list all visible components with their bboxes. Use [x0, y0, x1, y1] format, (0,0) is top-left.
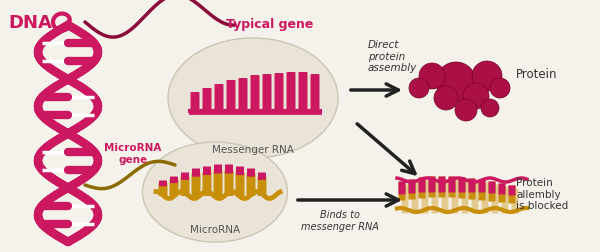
FancyBboxPatch shape: [419, 177, 425, 193]
FancyBboxPatch shape: [181, 173, 189, 180]
Ellipse shape: [143, 142, 287, 242]
FancyBboxPatch shape: [442, 179, 449, 213]
FancyBboxPatch shape: [509, 185, 515, 204]
FancyBboxPatch shape: [458, 177, 466, 193]
FancyBboxPatch shape: [239, 78, 248, 112]
FancyBboxPatch shape: [482, 182, 488, 213]
FancyBboxPatch shape: [251, 75, 260, 112]
FancyBboxPatch shape: [412, 182, 419, 213]
Text: MicroRNA
gene: MicroRNA gene: [104, 143, 161, 165]
FancyBboxPatch shape: [214, 170, 223, 196]
Text: DNA: DNA: [8, 14, 52, 32]
FancyBboxPatch shape: [191, 173, 200, 196]
FancyBboxPatch shape: [181, 176, 190, 196]
FancyBboxPatch shape: [227, 80, 235, 112]
FancyBboxPatch shape: [224, 170, 233, 196]
FancyBboxPatch shape: [247, 169, 255, 177]
FancyBboxPatch shape: [236, 167, 244, 175]
FancyBboxPatch shape: [258, 173, 266, 180]
Text: Protein: Protein: [516, 69, 557, 81]
FancyBboxPatch shape: [409, 179, 415, 194]
Circle shape: [481, 99, 499, 117]
FancyBboxPatch shape: [428, 176, 436, 193]
FancyBboxPatch shape: [170, 176, 178, 183]
FancyBboxPatch shape: [452, 179, 458, 213]
FancyBboxPatch shape: [458, 177, 466, 199]
FancyBboxPatch shape: [419, 177, 425, 199]
FancyBboxPatch shape: [170, 180, 179, 196]
FancyBboxPatch shape: [421, 180, 428, 213]
FancyBboxPatch shape: [431, 179, 439, 213]
FancyBboxPatch shape: [203, 172, 212, 196]
FancyBboxPatch shape: [488, 181, 496, 202]
Text: MicroRNA: MicroRNA: [190, 225, 240, 235]
FancyBboxPatch shape: [439, 176, 445, 193]
FancyBboxPatch shape: [215, 84, 223, 112]
FancyBboxPatch shape: [499, 183, 505, 195]
FancyBboxPatch shape: [509, 185, 515, 196]
FancyBboxPatch shape: [479, 179, 485, 193]
FancyBboxPatch shape: [488, 181, 496, 194]
FancyBboxPatch shape: [263, 74, 271, 112]
Text: Direct
protein
assembly: Direct protein assembly: [368, 40, 417, 73]
Circle shape: [419, 63, 445, 89]
FancyBboxPatch shape: [158, 183, 167, 196]
FancyBboxPatch shape: [398, 181, 406, 195]
Circle shape: [455, 99, 477, 121]
FancyBboxPatch shape: [491, 184, 499, 213]
FancyBboxPatch shape: [428, 176, 436, 198]
FancyBboxPatch shape: [203, 167, 211, 175]
FancyBboxPatch shape: [472, 181, 479, 213]
FancyBboxPatch shape: [235, 172, 245, 196]
FancyBboxPatch shape: [449, 176, 455, 193]
FancyBboxPatch shape: [192, 169, 200, 177]
FancyBboxPatch shape: [511, 188, 518, 213]
FancyBboxPatch shape: [203, 88, 212, 112]
FancyBboxPatch shape: [439, 176, 445, 198]
FancyBboxPatch shape: [191, 92, 199, 112]
Circle shape: [434, 86, 458, 110]
Ellipse shape: [168, 38, 338, 158]
FancyBboxPatch shape: [214, 165, 222, 173]
FancyBboxPatch shape: [159, 180, 167, 186]
FancyBboxPatch shape: [275, 73, 284, 112]
FancyBboxPatch shape: [409, 179, 415, 200]
Circle shape: [409, 78, 429, 98]
FancyBboxPatch shape: [461, 180, 469, 213]
Text: Binds to
messenger RNA: Binds to messenger RNA: [301, 210, 379, 232]
FancyBboxPatch shape: [502, 186, 509, 213]
Text: Messenger RNA: Messenger RNA: [212, 145, 294, 155]
FancyBboxPatch shape: [499, 183, 505, 203]
FancyBboxPatch shape: [257, 176, 266, 196]
Circle shape: [490, 78, 510, 98]
Circle shape: [463, 83, 489, 109]
FancyBboxPatch shape: [299, 72, 308, 112]
FancyBboxPatch shape: [469, 178, 476, 193]
FancyBboxPatch shape: [287, 72, 296, 112]
Circle shape: [436, 62, 476, 102]
FancyBboxPatch shape: [449, 176, 455, 198]
FancyBboxPatch shape: [401, 184, 409, 213]
FancyBboxPatch shape: [247, 173, 256, 196]
FancyBboxPatch shape: [469, 178, 476, 200]
Circle shape: [472, 61, 502, 91]
Text: Typical gene: Typical gene: [226, 18, 314, 31]
FancyBboxPatch shape: [479, 179, 485, 201]
FancyBboxPatch shape: [311, 74, 320, 112]
FancyBboxPatch shape: [225, 165, 233, 173]
Text: Protein
allembly
is blocked: Protein allembly is blocked: [516, 178, 568, 211]
FancyBboxPatch shape: [398, 181, 406, 201]
